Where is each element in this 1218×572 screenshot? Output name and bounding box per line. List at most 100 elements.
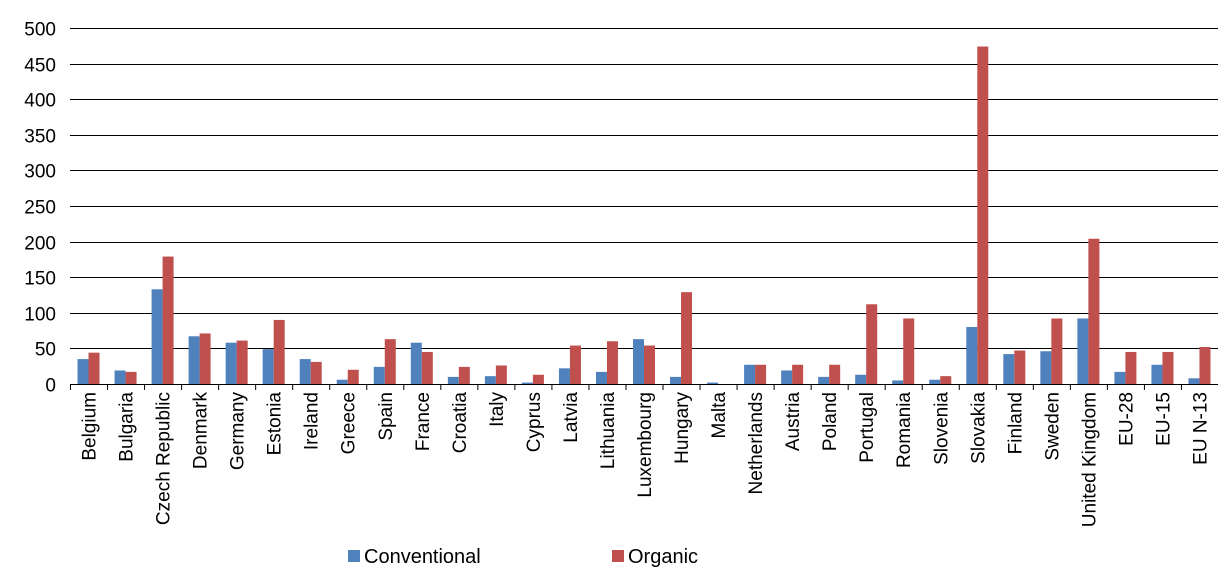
bar-conventional-eu-15 (1151, 364, 1163, 384)
bar-organic-slovenia (940, 376, 952, 384)
bar-conventional-lithuania (595, 371, 607, 384)
y-tick-label: 400 (24, 91, 56, 112)
legend-label-organic: Organic (628, 546, 698, 568)
x-tick-label: Greece (339, 392, 360, 454)
y-tick-label: 0 (45, 376, 56, 397)
x-tick-label: Slovakia (968, 392, 989, 464)
x-tick-label: Hungary (672, 392, 693, 464)
y-tick-label: 150 (24, 269, 56, 290)
bar-organic-netherlands (755, 364, 767, 384)
bar-conventional-portugal (855, 374, 867, 384)
x-tick-label: Croatia (450, 392, 471, 454)
y-tick-label: 350 (24, 127, 56, 148)
bar-conventional-slovenia (929, 379, 941, 384)
x-tick-label: United Kingdom (1079, 392, 1100, 527)
x-tick-label: Romania (894, 392, 915, 468)
bar-conventional-greece (336, 379, 348, 384)
x-tick-label: Estonia (265, 392, 286, 456)
x-tick-label: Ireland (302, 392, 323, 450)
y-tick-label: 50 (35, 340, 56, 361)
x-tick-label: Finland (1005, 392, 1026, 454)
legend: Conventional Organic (348, 546, 698, 568)
bar-conventional-slovakia (966, 327, 978, 384)
x-tick-label: EU-15 (1153, 392, 1174, 446)
bar-organic-bulgaria (125, 371, 137, 384)
legend-label-conventional: Conventional (364, 546, 481, 568)
x-tick-label: Luxembourg (635, 392, 656, 498)
x-tick-label: Lithuania (598, 392, 619, 470)
bar-conventional-germany (225, 342, 237, 384)
bar-organic-greece (347, 369, 359, 384)
x-tick-label: EU N-13 (1190, 392, 1211, 465)
x-tick-label: Portugal (857, 392, 878, 463)
bar-organic-france (421, 351, 433, 384)
bar-organic-czech-republic (162, 256, 174, 384)
bar-organic-portugal (866, 304, 878, 384)
x-tick-label: Netherlands (746, 392, 767, 494)
bar-organic-hungary (681, 292, 693, 384)
y-axis-ticks: 0 50 100 150 200 250 300 350 400 450 500 (24, 20, 56, 397)
x-tick-label: Denmark (191, 392, 212, 470)
x-tick-label: France (413, 392, 434, 451)
bar-conventional-france (410, 342, 422, 384)
x-tick-label: Malta (709, 392, 730, 439)
bar-conventional-spain (373, 366, 385, 384)
y-tick-label: 200 (24, 234, 56, 255)
bar-conventional-hungary (670, 376, 682, 384)
bar-conventional-denmark (188, 336, 200, 384)
bar-organic-finland (1014, 350, 1026, 384)
x-tick-label: Bulgaria (117, 392, 138, 462)
x-axis-ticks: Belgium Bulgaria Czech Republic Denmark Germ… (70, 384, 1211, 527)
bar-organic-belgium (88, 352, 100, 384)
bar-organic-cyprus (532, 374, 544, 384)
bar-conventional-bulgaria (114, 370, 126, 384)
x-tick-label: EU-28 (1116, 392, 1137, 446)
y-tick-label: 250 (24, 198, 56, 219)
bar-conventional-latvia (558, 368, 570, 384)
bar-organic-romania (903, 318, 915, 384)
y-tick-label: 500 (24, 20, 56, 41)
bar-conventional-eu-28 (1114, 371, 1126, 384)
x-tick-label: Slovenia (931, 392, 952, 465)
bar-organic-slovakia (977, 46, 989, 385)
x-tick-label: Poland (820, 392, 841, 451)
x-tick-label: Sweden (1042, 392, 1063, 461)
bar-conventional-netherlands (744, 364, 756, 384)
bar-organic-croatia (458, 366, 470, 384)
bar-organic-eu-n-13 (1199, 346, 1211, 384)
bar-organic-luxembourg (644, 345, 655, 384)
bar-organic-latvia (569, 345, 581, 384)
bar-organic-italy (495, 365, 507, 384)
bar-conventional-austria (781, 370, 793, 384)
bar-conventional-croatia (447, 376, 459, 384)
x-tick-label: Czech Republic (154, 392, 175, 525)
legend-swatch-organic (612, 550, 624, 562)
bar-organic-austria (792, 364, 804, 384)
bar-conventional-belgium (77, 359, 89, 384)
bar-organic-lithuania (606, 341, 618, 384)
gridlines (70, 28, 1218, 349)
bar-organic-eu-28 (1125, 351, 1137, 384)
x-tick-label: Belgium (80, 392, 101, 461)
bar-conventional-romania (892, 380, 904, 384)
x-tick-label: Latvia (561, 392, 582, 443)
bar-organic-estonia (273, 319, 285, 384)
bar-conventional-finland (1003, 354, 1015, 384)
bar-conventional-estonia (262, 349, 274, 384)
bar-conventional-sweden (1040, 351, 1052, 384)
bar-conventional-united-kingdom (1077, 318, 1089, 384)
bar-organic-ireland (310, 361, 322, 384)
bar-organic-germany (236, 340, 248, 384)
bar-conventional-malta (707, 382, 719, 384)
legend-swatch-conventional (348, 550, 360, 562)
bar-organic-poland (829, 364, 841, 384)
y-tick-label: 300 (24, 162, 56, 183)
x-tick-label: Austria (783, 392, 804, 452)
bar-organic-denmark (199, 333, 211, 384)
x-tick-label: Italy (487, 392, 508, 427)
bar-organic-spain (384, 339, 396, 384)
bar-conventional-czech-republic (151, 289, 163, 384)
bar-organic-united-kingdom (1088, 238, 1100, 384)
bar-organic-eu-15 (1162, 351, 1174, 384)
bar-conventional-eu-n-13 (1188, 378, 1200, 384)
